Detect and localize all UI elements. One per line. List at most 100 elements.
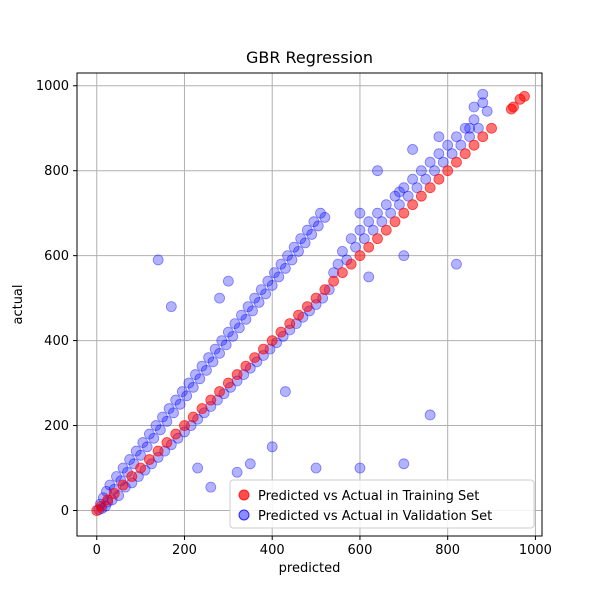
validation-point xyxy=(266,279,278,291)
validation-point xyxy=(301,224,313,236)
x-tick-label: 600 xyxy=(348,543,373,558)
validation-point xyxy=(420,173,432,185)
validation-point xyxy=(249,292,261,304)
validation-point xyxy=(398,182,410,194)
training-point xyxy=(433,173,445,185)
training-point xyxy=(187,411,199,423)
training-point xyxy=(363,241,375,253)
training-point xyxy=(328,275,340,287)
legend: Predicted vs Actual in Training Set Predi… xyxy=(229,479,535,529)
training-point xyxy=(249,352,261,363)
y-tick-label: 400 xyxy=(44,334,69,349)
training-point xyxy=(266,335,278,347)
validation-point xyxy=(372,165,383,177)
validation-point xyxy=(332,258,344,270)
training-point xyxy=(161,437,173,448)
training-point xyxy=(258,343,269,355)
validation-point xyxy=(157,411,168,423)
validation-point xyxy=(187,381,199,393)
validation-point xyxy=(363,271,375,283)
validation-point xyxy=(380,199,392,211)
validation-point xyxy=(203,352,215,363)
training-point xyxy=(486,122,497,134)
validation-point xyxy=(216,335,228,347)
validation-point xyxy=(394,199,405,211)
validation-point xyxy=(315,207,326,219)
training-point xyxy=(345,258,357,270)
legend-label: Predicted vs Actual in Validation Set xyxy=(258,509,492,524)
validation-point xyxy=(227,330,239,342)
validation-point xyxy=(398,458,410,470)
validation-point xyxy=(472,122,484,134)
validation-point xyxy=(429,165,440,177)
training-point xyxy=(398,207,410,219)
training-point xyxy=(205,394,217,406)
validation-point xyxy=(424,156,436,168)
validation-point xyxy=(477,88,489,100)
validation-point xyxy=(253,296,265,308)
validation-point xyxy=(214,347,225,359)
validation-point xyxy=(402,190,414,202)
training-point xyxy=(179,420,190,431)
legend-marker xyxy=(238,509,250,521)
training-point xyxy=(310,292,322,304)
validation-point xyxy=(135,449,147,461)
validation-point xyxy=(354,462,366,474)
training-point xyxy=(468,139,480,151)
validation-point xyxy=(176,386,188,397)
validation-point xyxy=(266,441,278,453)
x-tick-label: 0 xyxy=(93,543,101,558)
validation-point xyxy=(214,292,225,304)
validation-point xyxy=(415,165,427,177)
validation-point xyxy=(288,241,300,253)
training-point xyxy=(214,386,225,397)
training-point xyxy=(95,500,107,512)
validation-point xyxy=(220,339,232,351)
y-tick-label: 0 xyxy=(61,504,69,519)
x-tick-label: 400 xyxy=(260,543,285,558)
validation-point xyxy=(262,275,274,287)
validation-point xyxy=(372,207,383,219)
training-point xyxy=(284,318,296,330)
training-point xyxy=(196,403,208,414)
training-point xyxy=(135,462,147,474)
training-point xyxy=(442,165,454,177)
validation-point xyxy=(451,131,462,143)
training-point xyxy=(222,377,234,389)
validation-point xyxy=(337,246,348,257)
validation-point xyxy=(279,262,291,274)
validation-point xyxy=(174,398,186,410)
validation-point xyxy=(433,148,445,160)
validation-point xyxy=(433,131,445,143)
validation-point xyxy=(464,122,476,134)
validation-point xyxy=(455,139,467,151)
y-axis-label: actual xyxy=(11,284,26,324)
y-tick-label: 1000 xyxy=(36,79,69,94)
validation-point xyxy=(168,407,179,419)
validation-point xyxy=(247,305,258,317)
training-point xyxy=(126,471,138,482)
validation-point xyxy=(354,224,366,236)
training-point xyxy=(275,326,287,338)
plot-frame xyxy=(76,72,543,537)
validation-point xyxy=(407,173,418,185)
training-point xyxy=(108,488,120,499)
training-point xyxy=(354,250,366,262)
validation-point xyxy=(451,258,462,270)
legend-marker xyxy=(238,489,250,501)
validation-point xyxy=(312,220,324,232)
validation-point xyxy=(411,182,423,194)
validation-point xyxy=(299,237,311,249)
training-point xyxy=(459,148,471,160)
validation-point xyxy=(130,445,142,457)
validation-point xyxy=(319,212,331,223)
validation-point xyxy=(104,479,116,491)
validation-point xyxy=(363,216,375,228)
validation-point xyxy=(209,343,221,355)
training-point xyxy=(519,90,530,102)
validation-point xyxy=(358,233,370,245)
validation-point xyxy=(385,207,397,219)
training-point xyxy=(424,182,436,194)
validation-point xyxy=(255,284,267,296)
validation-point xyxy=(269,267,280,279)
